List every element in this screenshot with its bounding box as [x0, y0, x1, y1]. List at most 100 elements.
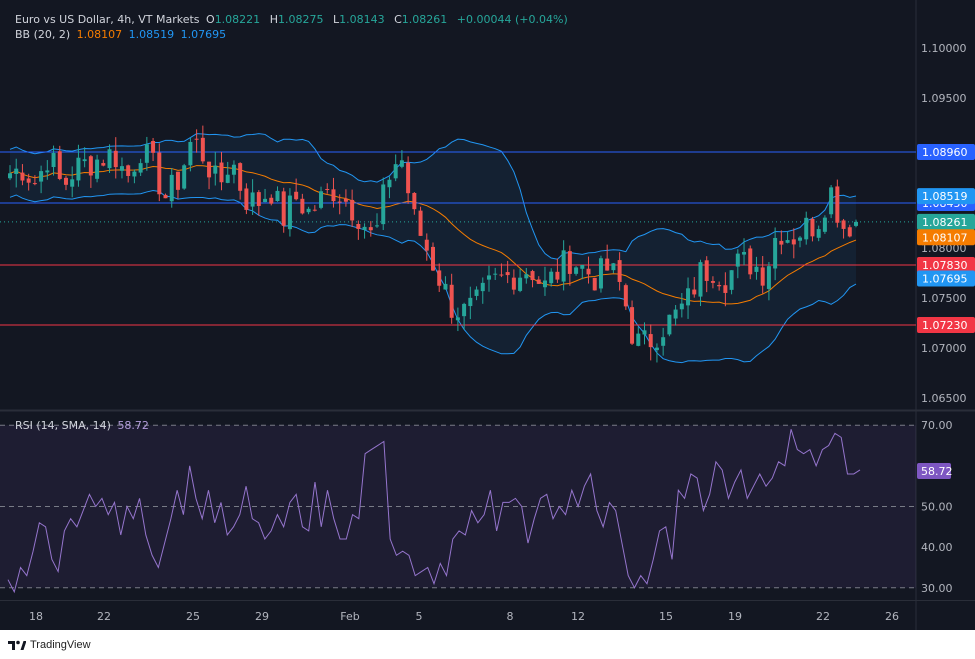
candle-body — [14, 168, 19, 174]
candle-body — [126, 165, 131, 176]
time-tick-label: 29 — [255, 610, 269, 623]
symbol-title: Euro vs US Dollar, 4h, VT Markets — [15, 13, 200, 26]
candle-body — [592, 277, 597, 291]
candle-body — [636, 333, 641, 346]
bb-upper-value: 1.08519 — [128, 28, 175, 41]
candle-body — [773, 237, 778, 269]
candle-body — [188, 141, 193, 166]
candle-body — [175, 171, 180, 190]
tradingview-branding[interactable]: TradingView — [8, 636, 91, 654]
candle-body — [829, 187, 834, 215]
candle-body — [406, 162, 411, 194]
candle-body — [256, 192, 261, 206]
candle-body — [449, 284, 454, 318]
candle-body — [555, 271, 560, 280]
price-change: +0.00044 (+0.04%) — [456, 13, 568, 26]
candle-body — [213, 165, 218, 174]
candle-body — [754, 266, 759, 272]
candle-body — [642, 330, 647, 335]
candle-body — [486, 275, 491, 280]
candle-body — [505, 272, 510, 276]
candle-body — [686, 288, 691, 306]
rsi-band-fill — [0, 425, 916, 588]
ohlc-open: O1.08221 — [206, 13, 261, 26]
candle-body — [8, 173, 12, 179]
bb-basis-value: 1.08107 — [76, 28, 123, 41]
candle-body — [841, 220, 846, 229]
bb-label: BB (20, 2) — [15, 28, 71, 41]
candle-body — [598, 258, 603, 289]
rsi-tick-label: 30.00 — [921, 582, 953, 595]
candle-body — [723, 285, 728, 293]
candle-body — [113, 150, 118, 168]
candle-body — [182, 165, 187, 189]
candle-body — [138, 163, 143, 173]
time-tick-label: Feb — [340, 610, 359, 623]
rsi-value-tag: 58.72 — [921, 465, 953, 478]
candle-body — [530, 271, 535, 281]
candle-body — [76, 157, 81, 181]
candle-body — [51, 152, 56, 168]
price-tick-label: 1.07500 — [921, 292, 967, 305]
time-tick-label: 22 — [97, 610, 111, 623]
indicator-price-tag-bg — [917, 188, 975, 205]
time-tick-label: 18 — [29, 610, 43, 623]
candle-body — [580, 264, 585, 269]
rsi-value: 58.72 — [117, 419, 149, 432]
level-price-tag-bg — [917, 317, 975, 333]
candle-body — [617, 260, 622, 282]
candle-body — [294, 191, 299, 200]
candle-body — [194, 138, 199, 140]
candle-body — [623, 285, 628, 307]
candle-body — [350, 199, 355, 221]
candle-body — [319, 191, 324, 208]
candle-body — [45, 170, 50, 173]
candle-body — [536, 279, 541, 284]
candle-body — [443, 283, 448, 290]
level-price-tag-bg — [917, 144, 975, 160]
candle-body — [742, 252, 747, 255]
candle-body — [692, 289, 697, 295]
bb-legend[interactable]: BB (20, 2) 1.08107 1.08519 1.07695 — [15, 28, 229, 41]
candle-body — [499, 274, 504, 276]
indicator-price-tag-bg — [917, 213, 975, 230]
candle-body — [107, 149, 112, 169]
price-tick-label: 1.10000 — [921, 42, 967, 55]
candle-body — [760, 267, 765, 286]
candle-body — [368, 227, 373, 231]
candle-body — [337, 201, 342, 203]
candle-body — [779, 240, 784, 245]
candle-body — [542, 280, 547, 288]
ohlc-high: H1.08275 — [269, 13, 324, 26]
time-tick-label: 15 — [659, 610, 673, 623]
chart-svg[interactable]: 1.065001.070001.075001.080001.085001.090… — [0, 0, 975, 630]
time-tick-label: 12 — [571, 610, 585, 623]
candle-body — [667, 314, 672, 335]
candle-body — [32, 183, 37, 185]
candle-body — [207, 161, 212, 178]
candle-body — [387, 179, 392, 188]
candle-body — [119, 166, 124, 171]
candle-body — [524, 274, 529, 279]
bb-lower-value: 1.07695 — [180, 28, 227, 41]
indicator-price-tag: 1.08261 — [922, 216, 968, 229]
candle-body — [101, 163, 106, 166]
price-tick-label: 1.09500 — [921, 92, 967, 105]
candle-body — [847, 227, 852, 237]
candle-body — [437, 270, 442, 286]
candle-body — [412, 192, 417, 210]
candle-body — [611, 263, 616, 271]
candle-body — [729, 270, 734, 290]
candle-body — [424, 239, 429, 251]
candle-body — [132, 171, 137, 177]
candle-body — [810, 218, 815, 237]
candle-body — [605, 258, 610, 271]
candle-body — [57, 151, 62, 179]
rsi-legend[interactable]: RSI (14, SMA, 14) 58.72 — [15, 419, 152, 432]
candle-body — [480, 282, 485, 292]
candle-body — [455, 317, 460, 321]
chart-frame: 1.065001.070001.075001.080001.085001.090… — [0, 0, 975, 630]
tradingview-name: TradingView — [30, 639, 91, 651]
candle-body — [673, 309, 678, 319]
ohlc-close: C1.08261 — [394, 13, 448, 26]
